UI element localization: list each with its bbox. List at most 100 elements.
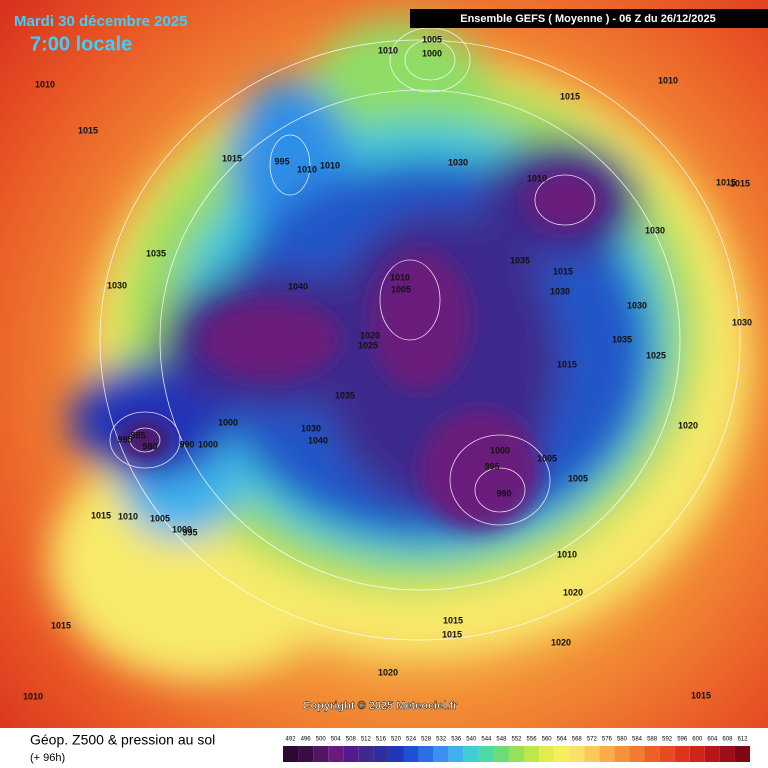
isobar-label: 1030 [645, 225, 665, 235]
scale-swatch [493, 746, 509, 762]
scale-label: 540 [466, 737, 477, 743]
scale-swatch [644, 746, 660, 762]
scale-swatch [463, 746, 479, 762]
scale-swatch [524, 746, 540, 762]
scale-label: 604 [707, 737, 718, 743]
isobar-label: 1005 [568, 473, 588, 483]
scale-swatch [358, 746, 374, 762]
scale-label: 576 [602, 737, 613, 743]
isobar-label: 1030 [107, 280, 127, 290]
isobar-label: 1010 [527, 173, 547, 183]
scale-label: 492 [286, 737, 297, 743]
scale-label: 496 [301, 737, 312, 743]
isobar-label: 1000 [218, 417, 238, 427]
isobar-label: 995 [117, 434, 132, 444]
scale-swatch [313, 746, 329, 762]
isobar-label: 1005 [537, 453, 557, 463]
isobar-label: 1015 [557, 359, 577, 369]
scale-swatch [373, 746, 389, 762]
scale-label: 600 [692, 737, 703, 743]
copyright: Copyright © 2025 Meteociel.fr [303, 700, 459, 712]
isobar-label: 1010 [35, 79, 55, 89]
scale-label: 548 [496, 737, 507, 743]
isobar-label: 1015 [716, 177, 736, 187]
isobar-label: 1030 [301, 423, 321, 433]
isobar-label: 985 [130, 430, 145, 440]
scale-label: 504 [331, 737, 342, 743]
footer-lead: (+ 96h) [30, 752, 65, 764]
isobar-label: 1020 [551, 637, 571, 647]
isobar-label: 1015 [691, 690, 711, 700]
isobar-label: 1015 [560, 91, 580, 101]
isobar-label: 990 [179, 439, 194, 449]
scale-swatch [388, 746, 404, 762]
scale-swatch [328, 746, 344, 762]
isobar-label: 1015 [442, 629, 462, 639]
scale-swatch [569, 746, 585, 762]
isobar-label: 1015 [730, 178, 750, 188]
scale-swatch [478, 746, 494, 762]
scale-label: 520 [391, 737, 402, 743]
scale-label: 500 [316, 737, 327, 743]
scale-swatch [283, 746, 299, 762]
scale-swatch [734, 746, 750, 762]
isobar-label: 1015 [443, 615, 463, 625]
scale-swatch [343, 746, 359, 762]
time: 7:00 locale [30, 33, 132, 55]
scale-swatch [539, 746, 555, 762]
scale-swatch [584, 746, 600, 762]
scale-label: 532 [436, 737, 447, 743]
scale-label: 564 [557, 737, 568, 743]
isobar-label: 1030 [627, 300, 647, 310]
scale-label: 560 [542, 737, 553, 743]
scale-swatch [689, 746, 705, 762]
isobar-label: 1030 [448, 157, 468, 167]
scale-label: 524 [406, 737, 417, 743]
scale-label: 556 [527, 737, 538, 743]
footer-title: Géop. Z500 & pression au sol [30, 732, 215, 748]
scale-label: 584 [632, 737, 643, 743]
isobar-label: 980 [142, 441, 157, 451]
isobar-label: 1020 [378, 667, 398, 677]
scale-label: 612 [737, 737, 748, 743]
isobar-label: 1005 [422, 34, 442, 44]
scale-label: 552 [511, 737, 522, 743]
scale-label: 536 [451, 737, 462, 743]
isobar-label: 1010 [378, 45, 398, 55]
isobar-label: 1015 [553, 266, 573, 276]
scale-label: 568 [572, 737, 583, 743]
isobar-label: 1010 [118, 511, 138, 521]
scale-swatch [433, 746, 449, 762]
isobar-label: 1010 [297, 164, 317, 174]
isobar-label: 995 [182, 527, 197, 537]
isobar-label: 1010 [390, 272, 410, 282]
scale-swatch [418, 746, 434, 762]
isobar-label: 995 [274, 156, 289, 166]
scale-label: 544 [481, 737, 492, 743]
isobar-label: 1000 [198, 439, 218, 449]
isobar-label: 1040 [308, 435, 328, 445]
isobar-label: 990 [496, 488, 511, 498]
scale-swatch [599, 746, 615, 762]
isobar-label: 1020 [678, 420, 698, 430]
low-centers [120, 170, 605, 530]
scale-swatch [403, 746, 419, 762]
isobar-label: 1000 [422, 48, 442, 58]
scale-swatch [298, 746, 314, 762]
scale-label: 516 [376, 737, 387, 743]
isobar-label: 1035 [335, 390, 355, 400]
isobar-label: 1020 [360, 330, 380, 340]
scale-label: 580 [617, 737, 628, 743]
run-info: Ensemble GEFS ( Moyenne ) - 06 Z du 26/1… [460, 13, 716, 25]
isobar-label: 995 [484, 461, 499, 471]
scale-label: 592 [662, 737, 673, 743]
scale-swatch [674, 746, 690, 762]
isobar-label: 1015 [91, 510, 111, 520]
isobar-label: 1030 [732, 317, 752, 327]
isobar-label: 1010 [23, 691, 43, 701]
isobar-label: 1020 [563, 587, 583, 597]
isobar-label: 1000 [172, 524, 192, 534]
isobar-label: 1010 [320, 160, 340, 170]
scale-label: 512 [361, 737, 372, 743]
